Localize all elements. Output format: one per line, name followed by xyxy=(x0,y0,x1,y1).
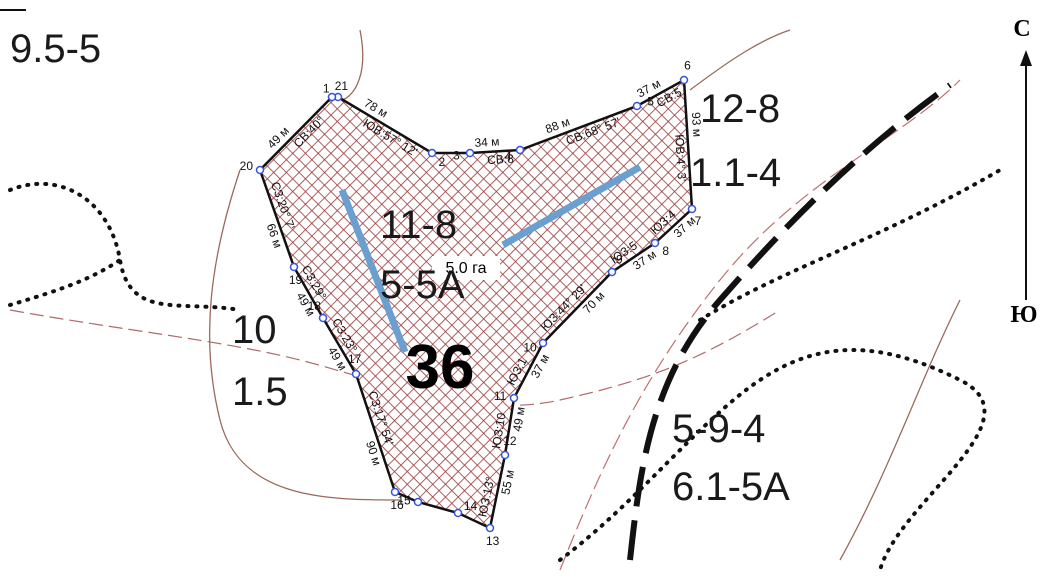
segment-bearing: ЮЗ:10 xyxy=(489,411,509,449)
block-label: 12-8 xyxy=(700,87,780,131)
vertex-label: 9 xyxy=(616,252,623,266)
block-label: 5-9-4 xyxy=(672,407,765,451)
vertex xyxy=(509,393,519,403)
vertex-label: 21 xyxy=(335,79,349,93)
vertex xyxy=(289,262,299,272)
vertex xyxy=(453,508,463,518)
block-label: 9.5-5 xyxy=(10,27,101,71)
vertex-label: 11 xyxy=(494,389,507,403)
vertex-label: 7 xyxy=(695,214,702,228)
vertex-label: 1 xyxy=(323,82,330,96)
segment-length: 55 м xyxy=(498,469,517,496)
plot-area: 5.0 га xyxy=(445,260,486,277)
axis-line xyxy=(501,163,642,249)
vertex-label: 17 xyxy=(348,352,362,366)
vertex xyxy=(679,75,689,85)
segment-length: 49 м xyxy=(510,406,528,433)
vertex-label: 13 xyxy=(486,534,500,548)
vertex xyxy=(632,101,642,111)
block-label: 5-5А xyxy=(380,263,465,307)
vertex xyxy=(318,313,328,323)
vertex-label: 8 xyxy=(662,244,669,258)
segment-length: 34 м xyxy=(474,134,500,149)
vertex-label: 3 xyxy=(453,149,460,163)
vertex xyxy=(427,148,437,158)
segment-length: 93 м xyxy=(689,112,705,138)
compass-north: С xyxy=(1013,16,1030,42)
plot-number: 36 xyxy=(406,333,475,402)
vertex xyxy=(485,523,495,533)
vertex xyxy=(500,450,510,460)
block-label: 1.5 xyxy=(232,370,288,414)
axis-line xyxy=(338,188,409,354)
parcel xyxy=(258,77,694,530)
block-label: 11-8 xyxy=(380,203,457,247)
vertex-label: 14 xyxy=(464,499,478,513)
vertex xyxy=(390,487,400,497)
segment-bearing: ЮВ:4° 3' xyxy=(672,134,689,182)
vertex xyxy=(255,165,265,175)
block-label: 10 xyxy=(232,308,277,352)
vertex xyxy=(327,92,337,102)
vertex-label: 16 xyxy=(390,498,404,512)
vertex xyxy=(687,204,697,214)
vertex xyxy=(465,148,475,158)
vertex xyxy=(413,497,423,507)
segment-bearing: СВ:8 xyxy=(487,152,515,168)
vertex-label: 12 xyxy=(503,434,517,448)
vertex-label: 5 xyxy=(647,95,654,109)
vertex-label: 19 xyxy=(289,273,303,287)
vertex-label: 15 xyxy=(397,493,411,507)
vertex xyxy=(515,145,525,155)
background-features xyxy=(0,9,1032,572)
vertex-label: 10 xyxy=(523,340,537,354)
vertex xyxy=(607,267,617,277)
vertex-label: 4 xyxy=(505,149,512,163)
vertex xyxy=(650,238,660,248)
vertex-label: 2 xyxy=(439,155,446,169)
vertex xyxy=(351,369,361,379)
vertex xyxy=(538,338,548,348)
vertex-label: 18 xyxy=(308,299,322,313)
block-label: 6.1-5А xyxy=(672,465,790,509)
block-label: 1.1-4 xyxy=(690,151,781,195)
vertex-label: 6 xyxy=(684,59,691,73)
compass-south: Ю xyxy=(1010,302,1037,328)
vertex-label: 20 xyxy=(240,159,254,173)
area-box xyxy=(432,256,500,280)
